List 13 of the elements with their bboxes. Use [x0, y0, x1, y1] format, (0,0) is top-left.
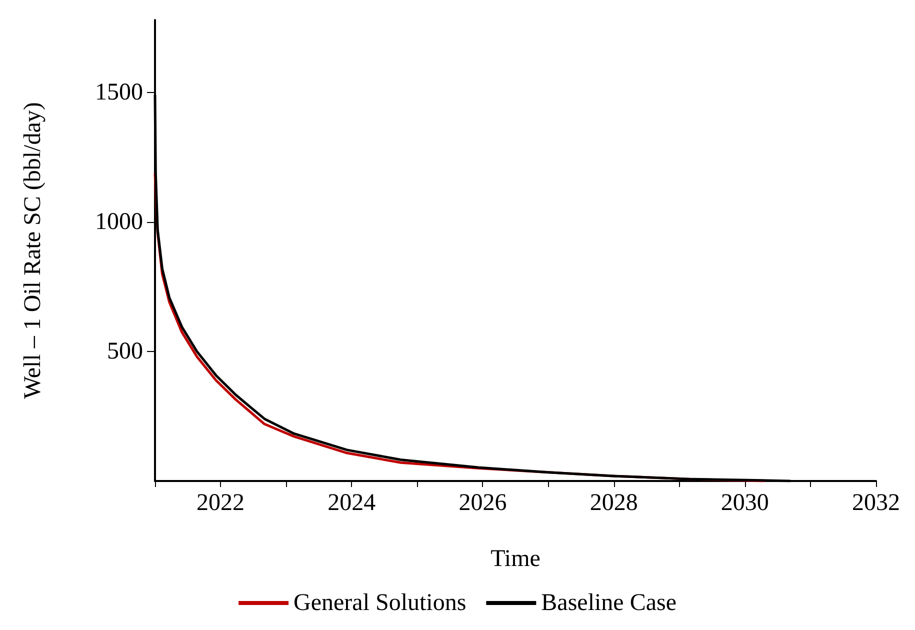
y-tick-label: 500	[107, 338, 143, 365]
x-tick-label: 2028	[590, 490, 638, 516]
x-tick-label: 2024	[328, 490, 376, 516]
y-axis-title: Well – 1 Oil Rate SC (bbl/day)	[20, 102, 46, 399]
x-tick-label: 2022	[196, 490, 245, 516]
x-axis-title: Time	[490, 546, 540, 572]
x-tick-label: 2026	[458, 490, 507, 516]
x-tick-label: 2030	[720, 490, 769, 516]
y-tick-label: 1000	[95, 209, 143, 236]
x-tick-label: 2032	[852, 490, 900, 516]
legend-label: General Solutions	[294, 590, 466, 616]
legend-label: Baseline Case	[541, 590, 676, 616]
y-tick-label: 1500	[95, 80, 143, 106]
